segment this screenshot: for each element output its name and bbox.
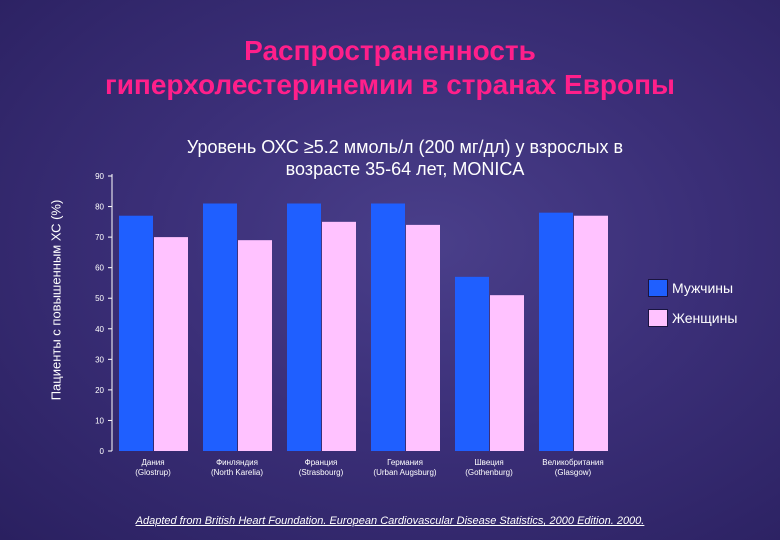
bar-women <box>322 221 356 451</box>
bar-women <box>238 240 272 451</box>
x-category-label: Финляндия <box>216 458 258 467</box>
y-tick-label: 60 <box>95 264 104 273</box>
chart-title: Распространенность гиперхолестеринемии в… <box>0 34 780 102</box>
bar-men <box>539 212 573 451</box>
title-line-1: Распространенность <box>244 35 536 66</box>
legend-label-women: Женщины <box>672 310 738 326</box>
bar-men <box>371 203 405 451</box>
x-category-label: Дания <box>141 458 164 467</box>
bar-men <box>455 276 489 451</box>
x-category-label: Швеция <box>474 458 503 467</box>
y-tick-label: 0 <box>100 447 105 456</box>
bar-women <box>406 224 440 451</box>
bar-women <box>154 237 188 451</box>
title-line-2: гиперхолестеринемии в странах Европы <box>105 69 675 100</box>
x-category-label: Великобритания <box>542 458 603 467</box>
subtitle-line-1: Уровень ОХС ≥5.2 ммоль/л (200 мг/дл) у в… <box>186 137 624 157</box>
x-category-label: (North Karelia) <box>211 468 263 477</box>
x-category-label: (Gothenburg) <box>465 468 513 477</box>
y-tick-label: 90 <box>95 172 104 181</box>
legend-label-men: Мужчины <box>672 280 734 296</box>
y-tick-label: 80 <box>95 203 104 212</box>
y-tick-label: 50 <box>95 294 104 303</box>
bar-women <box>574 215 608 451</box>
x-category-label: Франция <box>305 458 338 467</box>
y-tick-label: 10 <box>95 416 104 425</box>
bar-men <box>287 203 321 451</box>
legend-item-women: Женщины <box>648 309 737 327</box>
chart-subtitle: Уровень ОХС ≥5.2 ммоль/л (200 мг/дл) у в… <box>120 136 690 180</box>
y-tick-label: 20 <box>95 386 104 395</box>
subtitle-line-2: возрасте 35-64 лет, MONICA <box>285 159 525 179</box>
y-tick-label: 30 <box>95 355 104 364</box>
bar-women <box>490 295 524 451</box>
x-category-label: (Strasbourg) <box>299 468 344 477</box>
legend-swatch-men <box>648 279 668 297</box>
x-category-label: (Urban Augsburg) <box>373 468 436 477</box>
bar-men <box>119 215 153 451</box>
source-note: Adapted from British Heart Foundation. E… <box>135 515 645 527</box>
x-category-label: (Glasgow) <box>555 468 592 477</box>
y-tick-label: 40 <box>95 325 104 334</box>
y-tick-label: 70 <box>95 233 104 242</box>
legend-swatch-women <box>648 309 668 327</box>
legend-item-men: Мужчины <box>648 279 733 297</box>
x-category-label: (Glostrup) <box>135 468 171 477</box>
bar-men <box>203 203 237 451</box>
x-category-label: Германия <box>387 458 423 467</box>
